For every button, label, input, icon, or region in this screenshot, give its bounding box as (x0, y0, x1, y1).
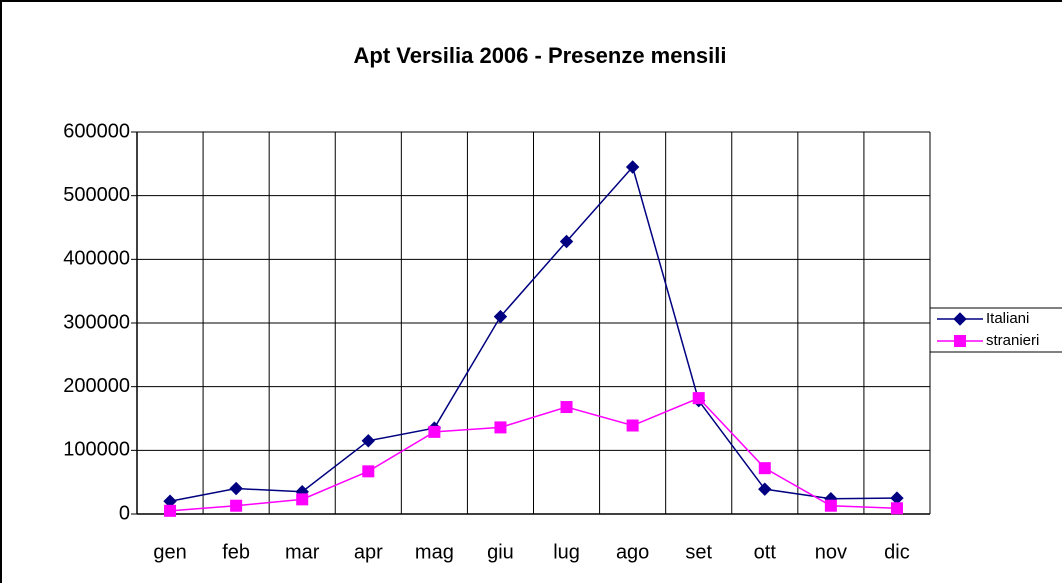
x-tick-label: ago (616, 541, 649, 563)
marker (428, 425, 441, 438)
x-tick-label: ott (754, 541, 777, 563)
y-tick-label: 500000 (63, 184, 130, 206)
legend-label: stranieri (986, 332, 1039, 349)
marker (954, 335, 966, 347)
series-line (169, 165, 897, 503)
marker (625, 160, 640, 174)
y-tick-label: 300000 (63, 311, 130, 333)
marker (953, 312, 967, 326)
marker (758, 482, 772, 496)
x-tick-label: dic (884, 541, 910, 563)
x-tick-label: lug (553, 541, 580, 563)
x-tick-label: mar (285, 541, 320, 563)
y-tick-label: 400000 (63, 248, 130, 270)
y-tick-label: 600000 (63, 120, 130, 142)
marker (164, 504, 177, 517)
chart-title: Apt Versilia 2006 - Presenze mensili (354, 43, 727, 68)
marker (890, 502, 903, 515)
x-tick-label: apr (354, 541, 383, 563)
legend-box (929, 307, 1062, 353)
y-tick-label: 100000 (63, 439, 130, 461)
x-tick-label: mag (415, 541, 454, 563)
series-line (169, 397, 897, 512)
marker (296, 493, 309, 506)
marker (626, 419, 639, 432)
marker (494, 421, 507, 434)
legend-label: Italiani (986, 310, 1029, 327)
marker (493, 309, 508, 324)
x-tick-label: gen (153, 541, 186, 563)
y-tick-label: 0 (119, 502, 130, 524)
marker (560, 401, 573, 414)
marker (758, 462, 771, 475)
marker (559, 234, 574, 249)
y-tick-label: 200000 (63, 375, 130, 397)
marker (361, 434, 375, 448)
marker (692, 392, 705, 405)
marker (362, 465, 375, 478)
marker (229, 481, 243, 496)
marker (230, 499, 243, 512)
marker (824, 499, 837, 512)
x-tick-label: giu (487, 541, 514, 563)
x-tick-label: feb (222, 541, 250, 563)
x-tick-label: nov (815, 541, 847, 563)
x-tick-label: set (685, 541, 712, 563)
